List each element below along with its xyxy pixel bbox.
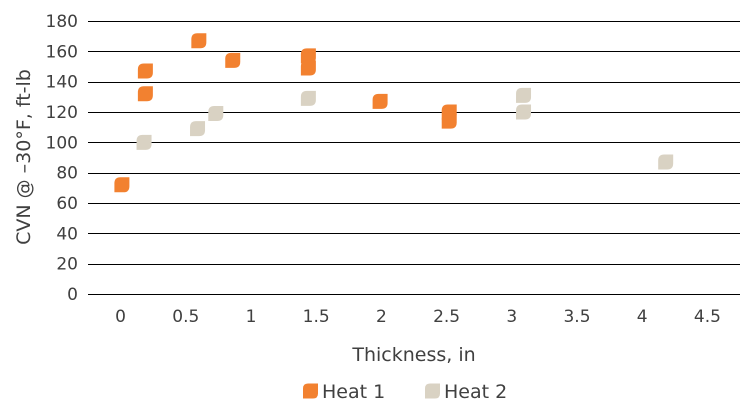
x-tick-label: 3.5 [563,307,590,327]
y-tick-label: 180 [46,12,78,32]
x-axis-tick-labels: 0 0.5 1 1.5 2 2.5 3 3.5 4 4.5 [115,307,721,327]
legend: Heat 1 Heat 2 [303,381,507,403]
data-points [114,33,674,193]
y-axis-title: CVN @ –30°F, ft-lb [13,69,35,245]
legend-swatch [425,383,440,399]
data-point-heat-1 [441,113,457,129]
y-tick-label: 40 [56,224,78,244]
data-point-heat-2 [300,90,316,106]
data-point-heat-1 [225,52,241,68]
data-point-heat-1 [300,60,316,76]
data-point-heat-1 [114,177,130,193]
x-tick-label: 2 [376,307,387,327]
data-point-heat-2 [658,154,674,170]
data-point-heat-2 [208,106,224,122]
x-tick-label: 2.5 [433,307,460,327]
y-axis-tick-labels: 0 20 40 60 80 100 120 140 160 180 [46,12,78,305]
gridlines [88,21,740,295]
y-tick-label: 60 [56,194,78,214]
legend-swatch [303,383,318,399]
data-point-heat-2 [516,87,532,103]
y-tick-label: 140 [46,73,78,93]
x-tick-label: 1 [246,307,257,327]
data-point-heat-1 [300,48,316,64]
x-tick-label: 3 [506,307,517,327]
series-2 [136,87,674,170]
series-1 [114,33,457,193]
legend-label: Heat 1 [322,381,385,403]
data-point-heat-2 [190,121,206,137]
data-point-heat-1 [372,93,388,109]
y-tick-label: 20 [56,255,78,275]
x-axis-title: Thickness, in [351,344,475,366]
x-tick-label: 4.5 [694,307,721,327]
x-tick-label: 4 [637,307,648,327]
data-point-heat-1 [191,33,207,49]
data-point-heat-2 [136,134,152,150]
data-point-heat-2 [516,104,532,120]
x-tick-label: 0 [115,307,126,327]
y-tick-label: 80 [56,164,78,184]
y-tick-label: 0 [67,285,78,305]
y-tick-label: 100 [46,133,78,153]
x-tick-label: 1.5 [303,307,330,327]
y-tick-label: 120 [46,103,78,123]
legend-label: Heat 2 [444,381,507,403]
data-point-heat-1 [137,63,153,79]
y-tick-label: 160 [46,42,78,62]
data-point-heat-1 [137,86,153,102]
x-tick-label: 0.5 [172,307,199,327]
